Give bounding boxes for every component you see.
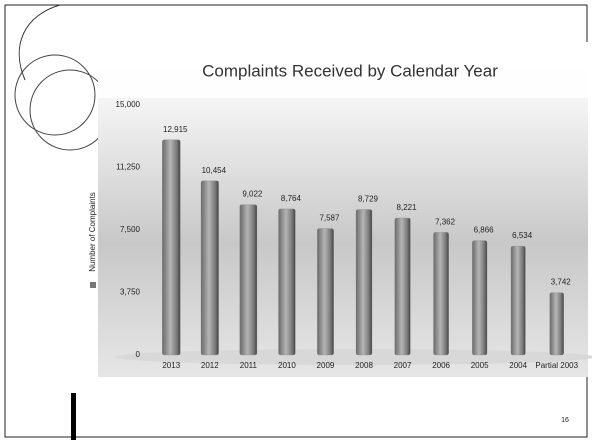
value-label: 10,454 [202,166,227,175]
x-tick-label: 2008 [355,361,373,370]
value-label: 9,022 [242,190,263,199]
decor-arc [18,4,61,81]
bar [394,217,411,356]
bar [355,209,373,356]
x-tick-label: 2011 [240,361,258,370]
bar [549,292,564,356]
bar [317,228,334,356]
value-label: 3,742 [551,278,572,287]
legend-label: Number of Complaints [88,192,97,272]
y-tick-label: 7,500 [120,225,141,234]
bar [472,240,488,356]
bar [162,139,181,356]
bar [200,180,219,356]
decor-bar [71,393,76,440]
x-tick-label: 2012 [201,361,219,370]
bar [278,208,296,356]
value-label: 6,534 [512,231,533,240]
value-label: 8,221 [397,203,418,212]
bar [510,245,526,356]
x-tick-label: 2006 [432,361,450,370]
x-tick-label: 2007 [394,361,412,370]
chart-title: Complaints Received by Calendar Year [202,61,498,80]
slide-number: 16 [561,417,569,424]
value-label: 12,915 [163,125,188,134]
value-label: 7,362 [435,217,456,226]
x-tick-label: 2013 [162,361,180,370]
x-tick-label: 2009 [317,361,335,370]
x-tick-label: 2005 [471,361,489,370]
value-label: 7,587 [319,214,340,223]
value-label: 8,729 [358,195,379,204]
bar [239,204,258,356]
value-label: 8,764 [281,194,302,203]
y-tick-label: 15,000 [116,100,141,109]
decor-circle [14,54,96,136]
x-tick-label: Partial 2003 [535,361,578,370]
legend-swatch [90,282,96,288]
x-tick-label: 2004 [509,361,527,370]
y-tick-label: 11,250 [116,163,140,172]
bar [433,232,449,356]
value-label: 6,866 [474,226,495,235]
y-tick-label: 0 [136,350,141,359]
title-band [98,42,588,98]
y-tick-label: 3,750 [120,288,141,297]
x-tick-label: 2010 [278,361,296,370]
